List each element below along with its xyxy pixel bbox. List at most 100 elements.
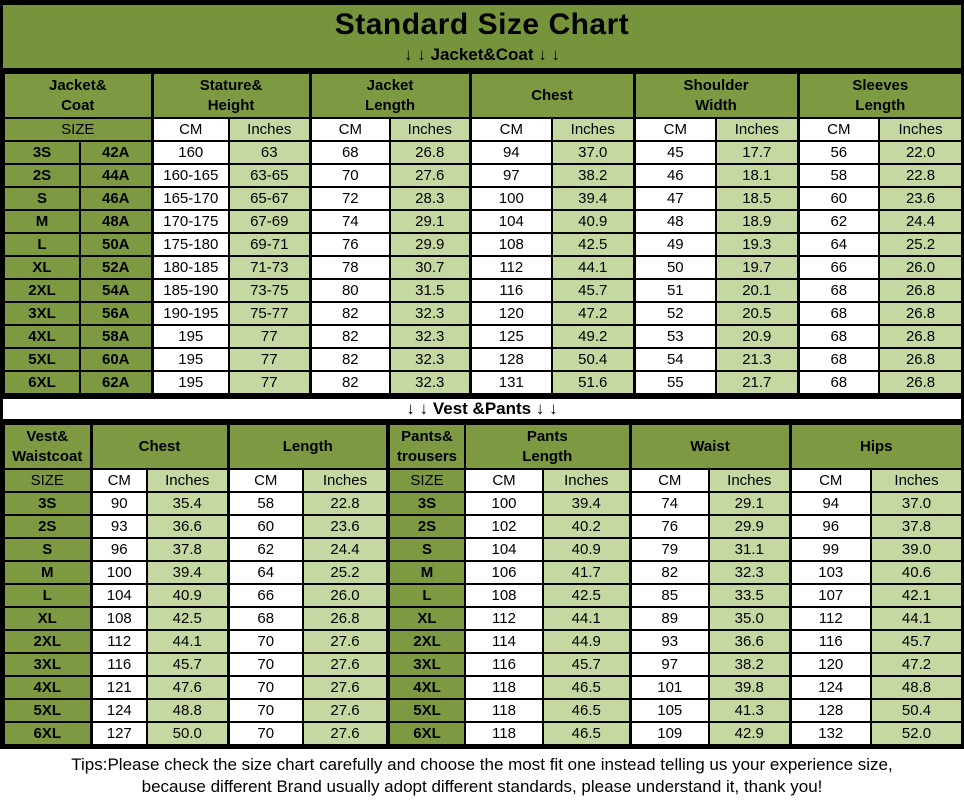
unit-header-cm: CM: [464, 468, 544, 493]
table-cell: 89: [628, 606, 710, 631]
table-cell: 42.9: [707, 721, 792, 746]
table-cell: 40.9: [146, 583, 229, 608]
table-cell: 44.9: [542, 629, 631, 654]
table-cell: 128: [788, 698, 873, 723]
table-cell: 42.5: [551, 232, 636, 257]
table-cell: 3XL: [3, 652, 92, 677]
table-cell: 45.7: [870, 629, 964, 654]
table-row: 3S 42A 160 63 68 26.8 94 37.0 45 17.7 56 22.0: [3, 140, 964, 165]
table-cell: 47.2: [870, 652, 964, 677]
col-group-jacket-coat: Jacket& Coat: [2, 72, 154, 119]
table-row: 6XL 62A 195 77 82 32.3 131 51.6 55 21.7 68 26.8: [3, 370, 964, 395]
table-cell: 114: [464, 629, 544, 654]
size-header: SIZE: [386, 468, 466, 493]
table-cell: 39.0: [870, 537, 964, 562]
table-cell: 76: [628, 514, 710, 539]
table-cell: 96: [89, 537, 148, 562]
unit-header-inches: Inches: [870, 468, 964, 493]
table-cell: 72: [308, 186, 392, 211]
table-cell: 124: [788, 675, 873, 700]
table-cell: 104: [89, 583, 148, 608]
table-cell: 40.6: [870, 560, 964, 585]
table-cell: 108: [464, 583, 544, 608]
table-cell: 55: [632, 370, 718, 395]
table-cell: 70: [226, 652, 304, 677]
table-cell: 104: [468, 209, 554, 234]
table-cell: 160-165: [150, 163, 231, 188]
table-cell: 94: [788, 491, 873, 516]
table-cell: 17.7: [715, 140, 800, 165]
table-cell: 37.8: [870, 514, 964, 539]
table-cell: 78: [308, 255, 392, 280]
table-cell: 21.7: [715, 370, 800, 395]
table-cell: 68: [796, 370, 881, 395]
table-cell: 66: [796, 255, 881, 280]
table-cell: 112: [89, 629, 148, 654]
table-cell: 3XL: [3, 301, 81, 326]
table-cell: 18.1: [715, 163, 800, 188]
table-cell: 3S: [3, 491, 92, 516]
table-cell: 66: [226, 583, 304, 608]
col-group-stature-height: Stature& Height: [150, 72, 312, 119]
table-cell: 26.8: [878, 301, 964, 326]
table-row: 3XL 56A 190-195 75-77 82 32.3 120 47.2 52 20.5 68 2…: [3, 301, 964, 326]
table-cell: 100: [89, 560, 148, 585]
table-cell: 195: [150, 324, 231, 349]
table-cell: 32.3: [389, 301, 472, 326]
table-cell: 112: [464, 606, 544, 631]
table-cell: 32.3: [707, 560, 792, 585]
table-cell: 40.9: [551, 209, 636, 234]
col-group-shoulder-width: Shoulder Width: [632, 72, 800, 119]
table-cell: 39.4: [146, 560, 229, 585]
table-cell: 56: [796, 140, 881, 165]
table-cell: 60: [796, 186, 881, 211]
table-cell: 23.6: [878, 186, 964, 211]
table-cell: 40.2: [542, 514, 631, 539]
table-cell: 118: [464, 675, 544, 700]
unit-header-cm: CM: [150, 117, 231, 142]
vest-unit-row: SIZE CM Inches CM Inches SIZE CM Inches …: [3, 468, 964, 493]
table-cell: 42.1: [870, 583, 964, 608]
table-cell: 70: [226, 698, 304, 723]
table-row: 6XL 127 50.0 70 27.6 6XL 118 46.5 109 42.9 132 52.0: [3, 721, 964, 746]
table-cell: 93: [628, 629, 710, 654]
table-cell: 109: [628, 721, 710, 746]
table-cell: 70: [308, 163, 392, 188]
table-cell: 100: [468, 186, 554, 211]
unit-header-inches: Inches: [551, 117, 636, 142]
table-cell: 52.0: [870, 721, 964, 746]
table-cell: 24.4: [302, 537, 389, 562]
table-cell: 50A: [78, 232, 154, 257]
table-cell: 18.5: [715, 186, 800, 211]
table-cell: 132: [788, 721, 873, 746]
table-cell: 37.0: [870, 491, 964, 516]
table-cell: 5XL: [3, 698, 92, 723]
table-cell: XL: [3, 255, 81, 280]
table-cell: 26.0: [302, 583, 389, 608]
table-cell: 53: [632, 324, 718, 349]
unit-header-cm: CM: [226, 468, 304, 493]
table-cell: 2XL: [3, 629, 92, 654]
table-cell: 99: [788, 537, 873, 562]
tips: Tips:Please check the size chart careful…: [0, 749, 964, 798]
unit-header-inches: Inches: [389, 117, 472, 142]
table-cell: 116: [464, 652, 544, 677]
col-group-chest: Chest: [468, 72, 636, 119]
table-cell: 54: [632, 347, 718, 372]
table-cell: 62: [226, 537, 304, 562]
table-cell: 41.3: [707, 698, 792, 723]
jacket-table-body: 3S 42A 160 63 68 26.8 94 37.0 45 17.7 56 22.0 2S 44A 1…: [3, 140, 964, 395]
table-cell: 27.6: [302, 675, 389, 700]
table-cell: 121: [89, 675, 148, 700]
table-cell: 4XL: [3, 324, 81, 349]
table-cell: 62: [796, 209, 881, 234]
col-group-pants-length: Pants Length: [464, 423, 631, 470]
table-cell: 44.1: [146, 629, 229, 654]
table-row: XL 108 42.5 68 26.8 XL 112 44.1 89 35.0 112 44.1: [3, 606, 964, 631]
table-cell: 29.1: [707, 491, 792, 516]
table-cell: L: [3, 232, 81, 257]
table-row: 2S 93 36.6 60 23.6 2S 102 40.2 76 29.9 96 37.8: [3, 514, 964, 539]
table-cell: 77: [228, 324, 312, 349]
table-cell: 20.1: [715, 278, 800, 303]
table-cell: 48A: [78, 209, 154, 234]
